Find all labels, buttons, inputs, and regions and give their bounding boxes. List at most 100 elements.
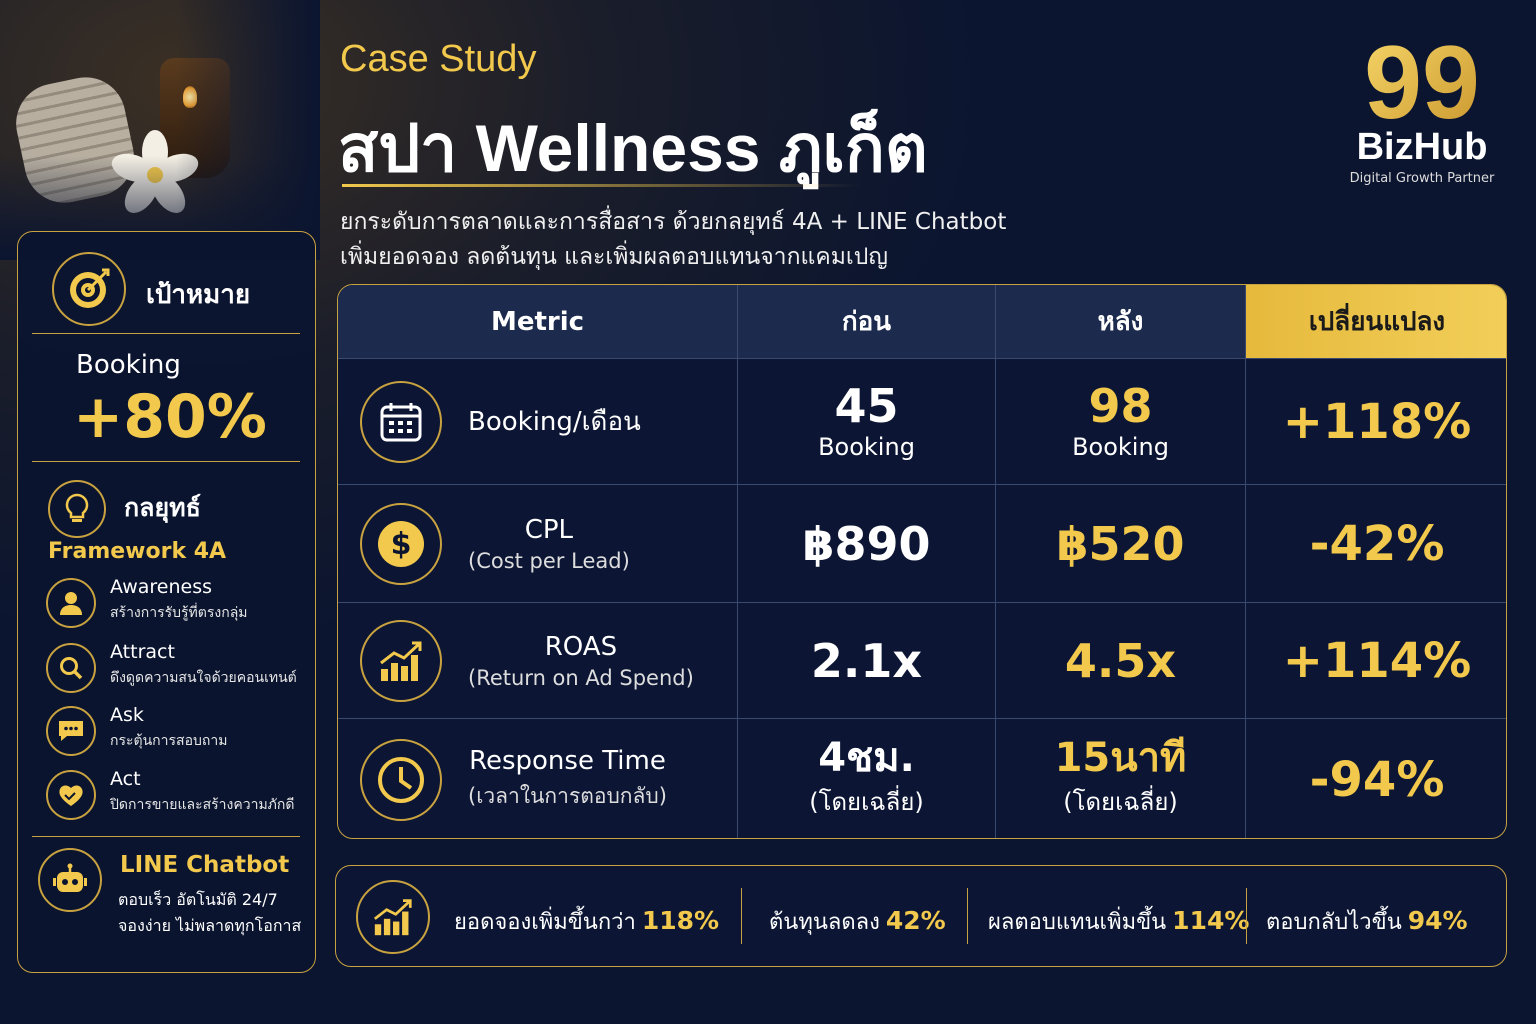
- divider: [967, 888, 968, 944]
- framework-label: Framework 4A: [48, 539, 227, 564]
- subtitle-line-1: ยกระดับการตลาดและการสื่อสาร ด้วยกลยุทธ์ …: [340, 209, 1007, 235]
- strategy-panel: เป้าหมาย Booking +80% กลยุทธ์ Framework …: [17, 231, 316, 973]
- divider: [1246, 888, 1247, 944]
- before-unit: (โดยเฉลี่ย): [809, 788, 924, 816]
- summary-value: 118%: [641, 906, 720, 935]
- goal-label: เป้าหมาย: [146, 280, 251, 310]
- before-cell: 2.1x: [738, 603, 996, 718]
- summary-value: 114%: [1172, 906, 1250, 935]
- before-value: 45: [834, 378, 899, 433]
- step-title: Awareness: [110, 576, 213, 598]
- metric-label: CPL (Cost per Lead): [468, 515, 630, 573]
- after-value: 4.5x: [1064, 633, 1177, 688]
- metric-cell: Response Time (เวลาในการตอบกลับ): [338, 719, 738, 838]
- metric-subname: (Cost per Lead): [468, 548, 630, 573]
- before-value: 2.1x: [810, 633, 923, 688]
- after-value: 98: [1088, 378, 1153, 433]
- metric-subname: (Return on Ad Spend): [468, 665, 694, 690]
- chat-icon: [46, 706, 96, 756]
- title-underline: [342, 184, 862, 187]
- change-value: +118%: [1282, 393, 1472, 450]
- header-change: เปลี่ยนแปลง: [1246, 285, 1506, 358]
- divider: [32, 333, 300, 334]
- growth-chart-icon: [360, 619, 442, 702]
- after-value: 15นาที: [1054, 735, 1187, 781]
- change-cell: -42%: [1246, 485, 1506, 602]
- before-value: ฿890: [802, 516, 931, 571]
- clock-icon: [360, 738, 442, 821]
- metric-cell: Booking/เดือน: [338, 359, 738, 484]
- metric-cell: $ CPL (Cost per Lead): [338, 485, 738, 602]
- table-row-cpl: $ CPL (Cost per Lead) ฿890 ฿520 -42%: [338, 484, 1506, 602]
- summary-item: ตอบกลับไวขึ้น 94%: [1266, 904, 1468, 939]
- step-desc: ปิดการขายและสร้างความภักดี: [110, 797, 295, 813]
- case-study-label: Case Study: [340, 38, 537, 80]
- brand-logo: 99 BizHub Digital Growth Partner: [1342, 30, 1502, 200]
- metric-label: Response Time (เวลาในการตอบกลับ): [468, 746, 667, 813]
- table-row-roas: ROAS (Return on Ad Spend) 2.1x 4.5x +114…: [338, 602, 1506, 718]
- before-cell: ฿890: [738, 485, 996, 602]
- before-value: 4ชม.: [818, 735, 915, 781]
- target-icon: [52, 252, 126, 326]
- goal-metric: Booking: [76, 350, 181, 380]
- after-unit: (โดยเฉลี่ย): [1063, 788, 1178, 816]
- handshake-icon: [46, 770, 96, 820]
- goal-value: +80%: [73, 382, 267, 452]
- person-icon: [46, 578, 96, 628]
- summary-text: ผลตอบแทนเพิ่มขึ้น: [988, 910, 1167, 935]
- after-cell: ฿520: [996, 485, 1246, 602]
- metric-name: ROAS: [544, 631, 618, 662]
- metrics-table: Metric ก่อน หลัง เปลี่ยนแปลง Booking/เดื…: [337, 284, 1507, 839]
- summary-bar: ยอดจองเพิ่มขึ้นกว่า 118% ต้นทุนลดลง 42% ผล…: [335, 865, 1507, 967]
- summary-item: ต้นทุนลดลง 42%: [769, 904, 946, 939]
- after-unit: Booking: [1072, 432, 1169, 461]
- change-value: +114%: [1282, 632, 1472, 689]
- step-desc: สร้างการรับรู้ที่ตรงกลุ่ม: [110, 605, 248, 621]
- change-cell: +114%: [1246, 603, 1506, 718]
- svg-text:$: $: [391, 527, 412, 562]
- metric-name: CPL: [524, 514, 574, 545]
- header-after: หลัง: [996, 285, 1246, 358]
- subtitle-line-2: เพิ่มยอดจอง ลดต้นทุน และเพิ่มผลตอบแทนจาก…: [340, 244, 888, 270]
- step-desc: กระตุ้นการสอบถาม: [110, 733, 228, 749]
- spa-photo: [0, 0, 320, 260]
- after-cell: 98 Booking: [996, 359, 1246, 484]
- page-title: สปา Wellness ภูเก็ต: [338, 111, 928, 185]
- chatbot-desc-1: ตอบเร็ว อัตโนมัติ 24/7: [118, 890, 278, 909]
- summary-item: ยอดจองเพิ่มขึ้นกว่า 118%: [454, 904, 719, 939]
- step-title: Attract: [110, 641, 175, 663]
- table-row-booking: Booking/เดือน 45 Booking 98 Booking +118…: [338, 358, 1506, 484]
- before-cell: 4ชม. (โดยเฉลี่ย): [738, 719, 996, 838]
- growth-chart-icon: [356, 880, 430, 954]
- step-title: Ask: [110, 704, 144, 726]
- change-cell: -94%: [1246, 719, 1506, 838]
- search-icon: [46, 643, 96, 693]
- summary-value: 94%: [1407, 906, 1468, 935]
- metric-cell: ROAS (Return on Ad Spend): [338, 603, 738, 718]
- before-cell: 45 Booking: [738, 359, 996, 484]
- chatbot-title: LINE Chatbot: [120, 852, 290, 878]
- step-desc: ดึงดูดความสนใจด้วยคอนเทนต์: [110, 670, 297, 686]
- summary-item: ผลตอบแทนเพิ่มขึ้น 114%: [988, 904, 1249, 939]
- summary-text: ต้นทุนลดลง: [769, 910, 880, 935]
- change-value: -42%: [1309, 515, 1445, 572]
- divider: [32, 461, 300, 462]
- summary-text: ตอบกลับไวขึ้น: [1266, 910, 1402, 935]
- table-row-response-time: Response Time (เวลาในการตอบกลับ) 4ชม. (โ…: [338, 718, 1506, 838]
- metric-label: ROAS (Return on Ad Spend): [468, 632, 694, 690]
- lightbulb-icon: [48, 480, 106, 538]
- change-cell: +118%: [1246, 359, 1506, 484]
- change-value: -94%: [1309, 751, 1445, 808]
- strategy-label: กลยุทธ์: [124, 493, 201, 522]
- chatbot-desc-2: จองง่าย ไม่พลาดทุกโอกาส: [118, 916, 302, 935]
- metric-name: Booking/เดือน: [468, 407, 641, 437]
- summary-value: 42%: [885, 906, 946, 935]
- logo-name: BizHub: [1356, 126, 1488, 168]
- metric-subname: (เวลาในการตอบกลับ): [468, 784, 667, 808]
- metric-name: Response Time: [469, 746, 666, 776]
- before-unit: Booking: [818, 432, 915, 461]
- divider: [32, 836, 300, 837]
- calendar-icon: [360, 380, 442, 463]
- logo-99-mark: 99: [1364, 30, 1480, 130]
- after-cell: 15นาที (โดยเฉลี่ย): [996, 719, 1246, 838]
